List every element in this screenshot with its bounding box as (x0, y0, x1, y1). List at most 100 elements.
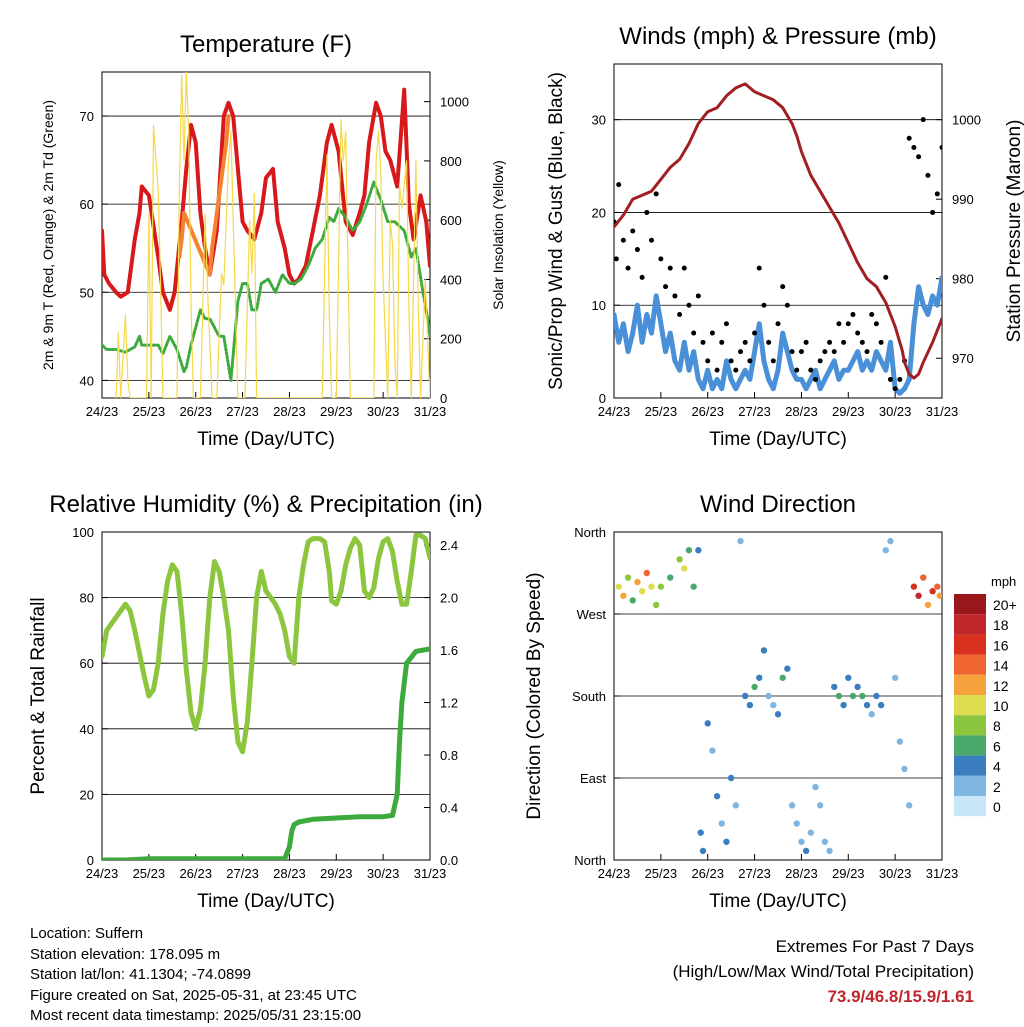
series-line-blue (614, 274, 942, 396)
x-tick-label: 30/23 (367, 866, 400, 881)
gust-point (653, 191, 659, 197)
y-tick-label: 20 (80, 787, 94, 802)
direction-point (713, 793, 721, 800)
y-axis-label: Direction (Colored By Speed) (524, 572, 545, 819)
gust-point (817, 358, 823, 364)
gust-point (939, 145, 942, 150)
wind-direction-panel: Wind DirectionNorthEastSouthWestNorth24/… (524, 491, 958, 912)
y-tick-label: 30 (592, 113, 606, 128)
x-tick-label: 27/23 (738, 866, 771, 881)
gust-point (794, 367, 800, 373)
x-tick-label: 30/23 (879, 404, 912, 419)
legend-label: 2 (993, 779, 1001, 795)
x-tick-label: 24/23 (86, 404, 119, 419)
x-tick-label: 31/23 (926, 404, 959, 419)
direction-point (901, 765, 908, 773)
gust-point (887, 376, 893, 382)
gust-point (836, 321, 842, 327)
legend-swatch (954, 735, 986, 756)
direction-point (924, 601, 932, 609)
direction-point (732, 802, 740, 809)
legend-label: 8 (993, 718, 1001, 734)
legend-swatch (954, 654, 986, 675)
y-axis-label: Percent & Total Rainfall (28, 597, 49, 794)
gust-point (780, 284, 786, 290)
y-tick-label: South (572, 689, 606, 704)
y-right-tick-label: 990 (952, 192, 974, 207)
gust-point (695, 293, 701, 299)
direction-point (676, 556, 683, 563)
direction-point (906, 802, 913, 809)
gust-point (614, 256, 619, 262)
legend-label: 12 (993, 678, 1009, 694)
x-tick-label: 26/23 (179, 866, 212, 881)
legend-label: 20+ (993, 597, 1017, 613)
direction-point (699, 847, 707, 855)
legend-title: mph (991, 574, 1016, 589)
direction-point (765, 692, 772, 700)
direction-point (802, 847, 810, 855)
winds-pressure-panel: Winds (mph) & Pressure (mb) 0 10 20 30 970 980… (546, 23, 1024, 450)
direction-point (816, 802, 824, 809)
gust-point (827, 339, 833, 345)
direction-point (620, 592, 627, 599)
x-tick-label: 31/23 (414, 404, 447, 419)
gust-point (648, 237, 654, 243)
direction-point (652, 601, 660, 609)
y-tick-label: West (577, 607, 607, 622)
direction-point (840, 701, 847, 709)
direction-point (624, 574, 632, 581)
direction-point (826, 847, 833, 855)
legend-label: 18 (993, 617, 1009, 633)
x-tick-label: 29/23 (832, 404, 865, 419)
series-line-precip (102, 646, 430, 860)
series-line-red (102, 87, 430, 312)
gust-point (616, 182, 622, 188)
y-right-tick-label: 800 (440, 154, 462, 169)
series-group (615, 537, 942, 855)
legend-swatch (954, 715, 986, 736)
gust-point (878, 339, 884, 345)
direction-point (681, 565, 688, 572)
y-right-tick-label: 1.2 (440, 696, 458, 711)
legend-swatch (954, 775, 986, 796)
direction-point (643, 569, 650, 577)
x-axis-label: Time (Day/UTC) (197, 429, 335, 450)
series-line-maroon (614, 82, 942, 380)
gust-point (681, 265, 687, 271)
gust-point (742, 339, 748, 345)
gust-point (770, 358, 776, 364)
x-tick-label: 28/23 (273, 866, 306, 881)
station-latlon: Station lat/lon: 41.1304; -74.0899 (30, 966, 252, 983)
y-tick-label: 60 (80, 656, 94, 671)
direction-point (756, 674, 763, 681)
direction-point (667, 574, 674, 581)
direction-point (779, 674, 786, 681)
gust-point (897, 376, 903, 382)
x-tick-label: 31/23 (414, 866, 447, 881)
gust-point (700, 339, 706, 345)
direction-point (615, 583, 622, 590)
gust-point (883, 274, 889, 280)
y-tick-label: North (574, 525, 606, 540)
y-tick-label: 0 (87, 853, 94, 868)
gust-point (803, 339, 809, 345)
extremes-subtitle: (High/Low/Max Wind/Total Precipitation) (672, 962, 974, 981)
gust-point (658, 256, 664, 262)
y-axis-label: Sonic/Prop Wind & Gust (Blue, Black) (546, 72, 567, 390)
gust-point (686, 302, 692, 308)
gust-point (855, 330, 861, 336)
station-location: Location: Suffern (30, 925, 144, 942)
direction-point (760, 647, 768, 654)
y-axis-label: 2m & 9m T (Red, Orange) & 2m Td (Green) (40, 100, 56, 370)
direction-point (742, 692, 749, 700)
y-tick-label: 40 (80, 373, 94, 388)
direction-point (718, 820, 725, 827)
x-axis-label: Time (Day/UTC) (709, 429, 847, 450)
x-tick-label: 25/23 (645, 866, 678, 881)
direction-point (746, 701, 754, 709)
direction-point (685, 547, 693, 554)
figure-created: Figure created on Sat, 2025-05-31, at 23… (30, 986, 357, 1004)
gust-point (841, 339, 847, 345)
y-tick-label: 40 (80, 722, 94, 737)
